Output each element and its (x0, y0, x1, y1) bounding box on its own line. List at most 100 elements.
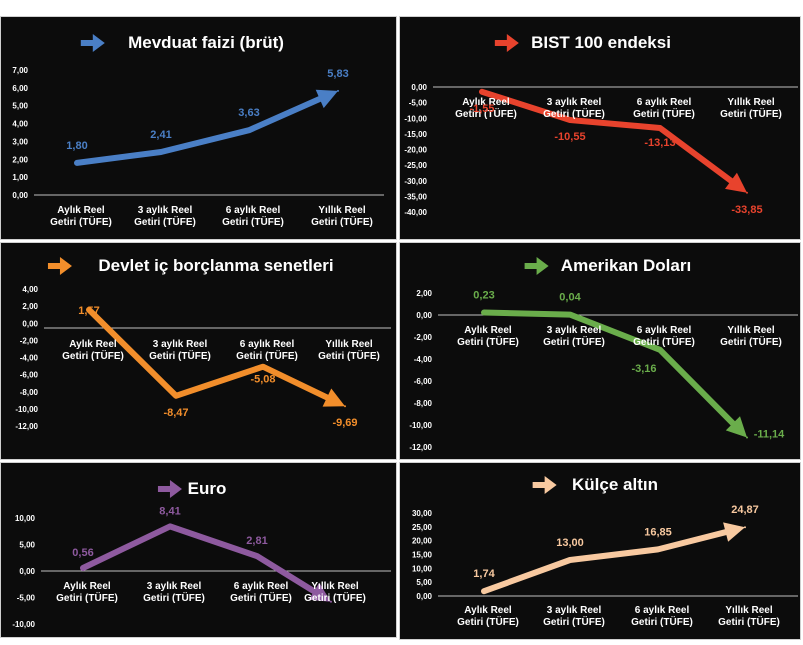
title-arrow-icon (80, 34, 105, 52)
chart-title: BIST 100 endeksi (494, 33, 671, 52)
x-category-label: Yıllık Reel Getiri (TÜFE) (311, 205, 373, 228)
x-category-label: Aylık Reel Getiri (TÜFE) (56, 581, 118, 604)
x-category-label: 3 aylık Reel Getiri (TÜFE) (143, 581, 205, 604)
data-value-label: 8,41 (159, 505, 180, 517)
x-category-label: Aylık Reel Getiri (TÜFE) (62, 339, 124, 362)
y-tick-label: -6,00 (20, 371, 39, 380)
y-tick-label: -12,00 (15, 422, 38, 431)
y-tick-label: 15,00 (412, 551, 433, 560)
x-category-label: 3 aylık Reel Getiri (TÜFE) (134, 205, 196, 228)
data-value-label: -3,16 (631, 363, 656, 375)
y-tick-label: -10,00 (409, 421, 432, 430)
chart-panel-amerikan-dolari: Amerikan Doları 2,00 0,00 -2,00 -4,00 -6,00 -8… (399, 242, 801, 460)
data-point (483, 311, 485, 314)
y-tick-label: 7,00 (12, 66, 28, 75)
title-arrow-icon (532, 476, 557, 494)
y-tick-label: 0,00 (22, 319, 38, 328)
data-point (248, 129, 250, 132)
y-tick-label: -25,00 (404, 161, 427, 170)
x-category-label: 3 aylık Reel Getiri (TÜFE) (149, 339, 211, 362)
y-tick-label: 2,00 (416, 289, 432, 298)
data-value-label: -11,14 (754, 429, 785, 441)
y-tick-label: 4,00 (12, 120, 28, 129)
chart-title-text: Külçe altın (572, 475, 658, 494)
chart-panel-kulce-altin: Külçe altın 30,00 25,00 20,00 15,00 10,00 5,00… (399, 462, 801, 640)
x-category-label: 3 aylık Reel Getiri (TÜFE) (543, 97, 605, 120)
data-point (659, 348, 661, 351)
y-tick-label: -2,00 (20, 336, 39, 345)
data-value-label: -8,47 (163, 407, 188, 419)
chart-panel-euro: Euro 10,00 5,00 0,00 -5,00 -10,00 Aylık Reel Ge… (0, 462, 397, 638)
data-point (569, 118, 571, 121)
title-arrow-icon (47, 257, 72, 275)
y-tick-label: 0,00 (19, 567, 35, 576)
data-point (262, 365, 264, 368)
data-point (746, 191, 748, 194)
chart-title: Amerikan Doları (524, 256, 691, 275)
y-tick-label: -5,00 (409, 99, 428, 108)
x-category-label: 3 aylık Reel Getiri (TÜFE) (543, 325, 605, 348)
data-value-label: 16,85 (644, 526, 672, 538)
y-tick-label: 0,00 (12, 191, 28, 200)
chart-kulce-altin: Külçe altın 30,00 25,00 20,00 15,00 10,00 5,00… (412, 475, 798, 628)
y-tick-label: 0,00 (416, 592, 432, 601)
data-value-label: 0,23 (473, 289, 494, 301)
y-tick-label: 5,00 (19, 541, 35, 550)
data-value-label: 24,87 (731, 504, 759, 516)
data-point (169, 525, 171, 528)
chart-title-text: BIST 100 endeksi (531, 33, 671, 52)
data-value-label: 13,00 (556, 537, 584, 549)
series-arrow-head (723, 522, 745, 542)
data-point (76, 161, 78, 164)
y-tick-label: 25,00 (412, 523, 433, 532)
data-value-label: 1,80 (66, 140, 87, 152)
series-arrow-head (315, 89, 338, 109)
data-value-label: 2,41 (150, 129, 171, 141)
y-tick-label: -6,00 (414, 377, 433, 386)
data-point (256, 555, 258, 558)
y-tick-label: -4,00 (414, 355, 433, 364)
data-point (744, 526, 746, 529)
y-tick-label: 5,00 (12, 102, 28, 111)
y-tick-label: -4,00 (20, 354, 39, 363)
y-tick-label: 1,00 (12, 173, 28, 182)
chart-panel-devlet-ic-borclanma: Devlet iç borçlanma senetleri 4,00 2,00 0,0… (0, 242, 397, 460)
chart-title: Mevduat faizi (brüt) (80, 33, 284, 52)
y-tick-label: 3,00 (12, 137, 28, 146)
data-point (659, 127, 661, 130)
x-category-label: Yıllık Reel Getiri (TÜFE) (718, 605, 780, 628)
data-value-label: 1,57 (78, 305, 99, 317)
x-category-label: 6 aylık Reel Getiri (TÜFE) (633, 325, 695, 348)
y-tick-label: -10,00 (12, 620, 35, 629)
y-tick-label: 0,00 (416, 311, 432, 320)
y-tick-label: -2,00 (414, 333, 433, 342)
series-line (86, 306, 336, 404)
data-point (330, 600, 332, 603)
y-tick-label: 20,00 (412, 537, 433, 546)
chart-title: Devlet iç borçlanma senetleri (47, 256, 334, 275)
data-value-label: -13,13 (644, 137, 675, 149)
y-tick-label: -10,00 (15, 405, 38, 414)
data-value-label: -9,69 (332, 417, 357, 429)
data-value-label: 2,81 (246, 535, 267, 547)
chart-amerikan-dolari: Amerikan Doları 2,00 0,00 -2,00 -4,00 -6,00 -8… (409, 256, 798, 452)
x-category-label: 6 aylık Reel Getiri (TÜFE) (230, 581, 292, 604)
chart-title-text: Devlet iç borçlanma senetleri (98, 256, 333, 275)
data-point (88, 308, 90, 311)
series-line (80, 523, 323, 598)
y-tick-label: 10,00 (15, 514, 36, 523)
data-point (657, 548, 659, 551)
title-arrow-icon (494, 34, 519, 52)
title-arrow-icon (524, 257, 549, 275)
chart-title: Külçe altın (532, 475, 658, 494)
y-tick-label: -10,00 (404, 114, 427, 123)
chart-panel-mevduat: Mevduat faizi (brüt) 7,00 6,00 5,00 4,00 3,00… (0, 16, 397, 240)
x-category-label: Yıllık Reel Getiri (TÜFE) (318, 339, 380, 362)
data-point (160, 150, 162, 153)
y-tick-label: -35,00 (404, 192, 427, 201)
y-tick-label: -20,00 (404, 146, 427, 155)
chart-bist100: BIST 100 endeksi 0,00 -5,00 -10,00 -15,00 -20… (404, 33, 798, 217)
chart-title-text: Amerikan Doları (561, 256, 691, 275)
data-value-label: 5,83 (327, 68, 348, 80)
y-tick-label: 30,00 (412, 509, 433, 518)
